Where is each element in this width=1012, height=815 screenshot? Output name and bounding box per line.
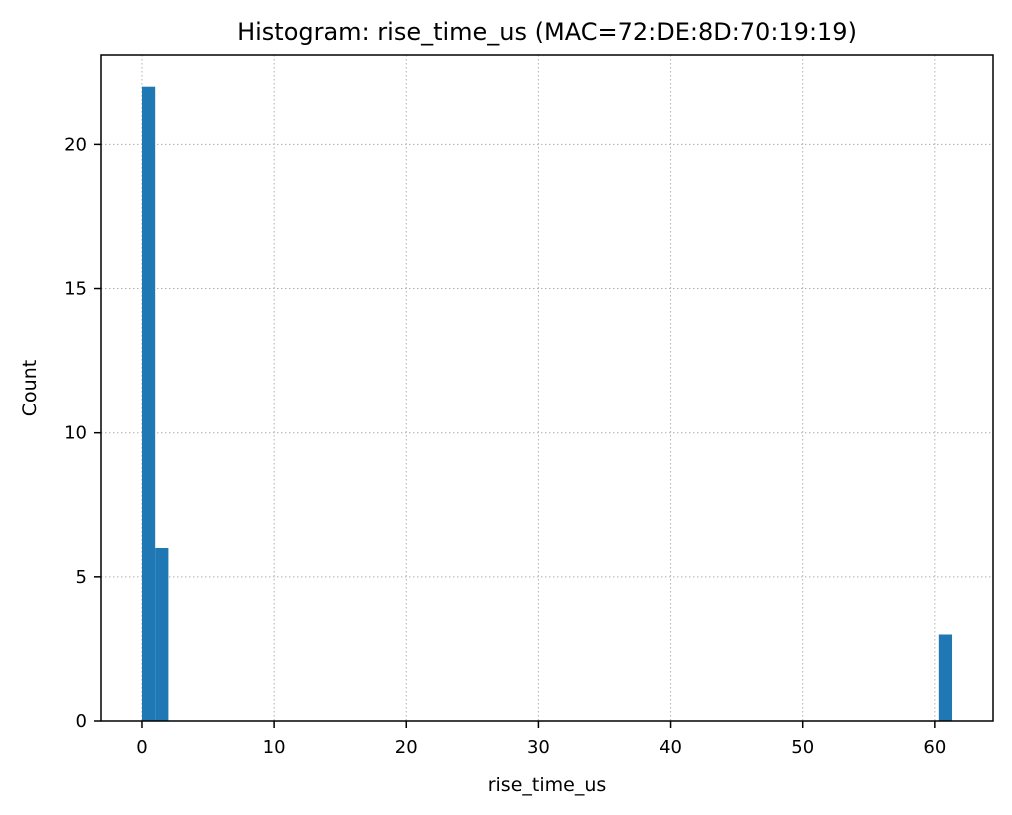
y-tick-label: 5: [76, 567, 87, 588]
x-axis-label: rise_time_us: [488, 774, 607, 796]
histogram-bar: [141, 86, 156, 721]
histogram-bar: [155, 548, 169, 721]
y-tick-label: 20: [64, 134, 87, 155]
y-axis-label: Count: [19, 360, 41, 416]
ticks: 0 10 20 30 40 50 60 0 5 10 15 20: [64, 134, 946, 758]
x-tick-label: 10: [263, 737, 286, 758]
x-tick-label: 20: [395, 737, 418, 758]
bars: [141, 86, 953, 721]
y-tick-label: 0: [76, 711, 87, 732]
x-tick-label: 50: [791, 737, 814, 758]
x-tick-label: 40: [659, 737, 682, 758]
grid: [101, 55, 993, 722]
chart-title: Histogram: rise_time_us (MAC=72:DE:8D:70…: [237, 18, 857, 46]
x-tick-label: 30: [527, 737, 550, 758]
plot-frame: [100, 54, 994, 722]
histogram-bar: [938, 634, 953, 721]
x-tick-label: 0: [136, 737, 147, 758]
y-tick-label: 10: [64, 423, 87, 444]
x-tick-label: 60: [923, 737, 946, 758]
y-tick-label: 15: [64, 279, 87, 300]
